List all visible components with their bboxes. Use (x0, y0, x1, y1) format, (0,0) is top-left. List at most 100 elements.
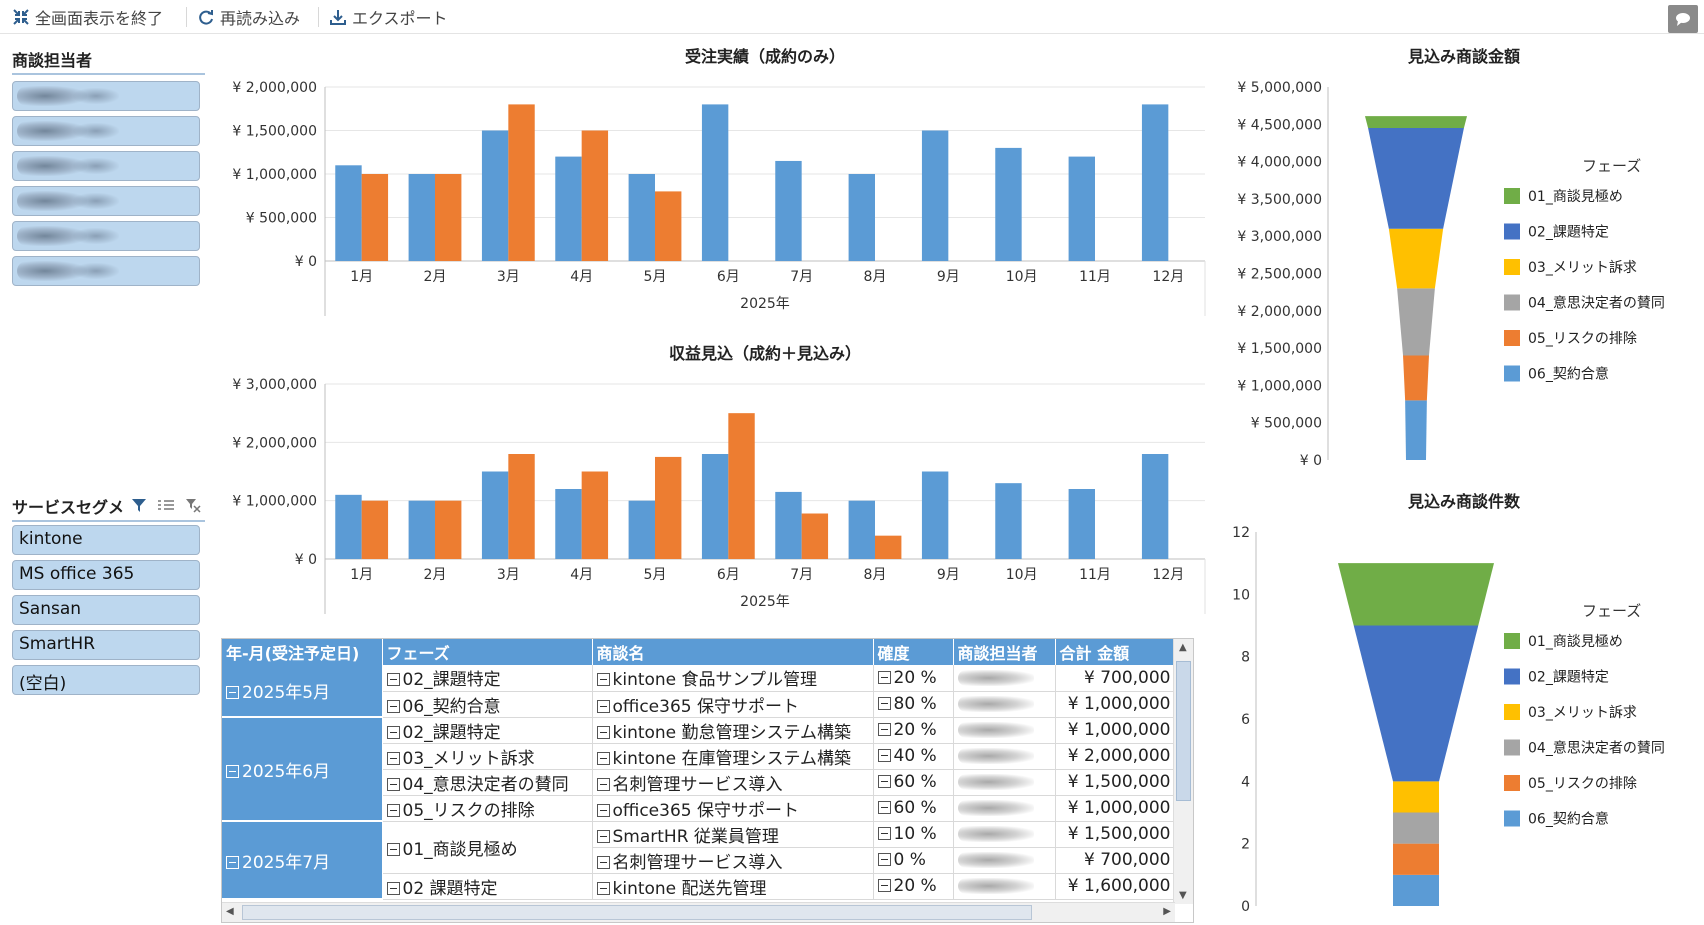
collapse-minus-icon[interactable] (877, 670, 891, 684)
scroll-down-icon[interactable]: ▼ (1179, 890, 1187, 901)
probability-cell[interactable]: 60 % (873, 795, 954, 822)
scroll-right-icon[interactable]: ▶ (1163, 906, 1171, 917)
probability-cell[interactable]: 20 % (873, 665, 954, 692)
slicer-rep-item[interactable] (12, 81, 200, 111)
phase-cell[interactable]: 04_意思決定者の賛同 (382, 769, 593, 796)
deal-name-cell[interactable]: kintone 勤怠管理システム構築 (592, 717, 874, 744)
reload-button[interactable]: 再読み込み (197, 5, 300, 29)
table-row[interactable]: 02 課題特定 kintone 配送先管理 20 % ¥ 1,600,000 (222, 873, 1176, 900)
collapse-minus-icon[interactable] (386, 881, 400, 895)
collapse-minus-icon[interactable] (596, 725, 610, 739)
collapse-minus-icon[interactable] (386, 725, 400, 739)
phase-cell[interactable]: 02_課題特定 (382, 665, 593, 692)
phase-cell[interactable]: 06_契約合意 (382, 691, 593, 718)
table-row[interactable]: 06_契約合意 office365 保守サポート 80 % ¥ 1,000,000 (222, 691, 1176, 718)
slicer-rep-item[interactable] (12, 186, 200, 216)
deal-name-cell[interactable]: 名刺管理サービス導入 (592, 769, 874, 796)
collapse-minus-icon[interactable] (877, 827, 891, 840)
table-row[interactable]: 04_意思決定者の賛同 名刺管理サービス導入 60 % ¥ 1,500,000 (222, 769, 1176, 796)
table-row[interactable]: 2025年7月 01_商談見極め SmartHR 従業員管理 10 % ¥ 1,500,… (222, 821, 1176, 900)
slicer-service-item-office365[interactable]: MS office 365 (12, 560, 200, 590)
collapse-minus-icon[interactable] (596, 881, 610, 895)
scroll-left-icon[interactable]: ◀ (226, 906, 234, 917)
collapse-minus-icon[interactable] (596, 699, 610, 713)
phase-cell[interactable]: 02_課題特定 (382, 717, 593, 744)
comment-button[interactable] (1668, 5, 1698, 33)
slicer-service-item-blank[interactable]: (空白) (12, 665, 200, 695)
collapse-minus-icon[interactable] (877, 775, 891, 788)
probability-cell[interactable]: 40 % (873, 743, 954, 770)
probability-cell[interactable]: 80 % (873, 691, 954, 718)
filter-icon[interactable] (131, 497, 147, 513)
collapse-minus-icon[interactable] (877, 723, 891, 736)
col-header-amount[interactable]: 合計 金額 (1055, 639, 1176, 665)
probability-cell[interactable]: 10 % (873, 821, 954, 848)
collapse-minus-icon[interactable] (596, 751, 610, 765)
phase-cell[interactable]: 02 課題特定 (382, 873, 593, 900)
slicer-service-item-kintone[interactable]: kintone (12, 525, 200, 555)
collapse-minus-icon[interactable] (226, 855, 239, 869)
multi-select-icon[interactable] (157, 497, 175, 513)
collapse-minus-icon[interactable] (226, 686, 239, 699)
collapse-minus-icon[interactable] (596, 673, 610, 687)
vertical-scrollbar[interactable]: ▲ ▼ (1173, 639, 1193, 904)
deal-name-cell[interactable]: kintone 食品サンプル管理 (592, 665, 874, 692)
probability-cell[interactable]: 20 % (873, 717, 954, 744)
exit-fullscreen-button[interactable]: 全画面表示を終了 (12, 5, 163, 29)
collapse-minus-icon[interactable] (386, 673, 400, 687)
collapse-minus-icon[interactable] (386, 699, 400, 713)
scroll-up-icon[interactable]: ▲ (1179, 642, 1187, 653)
collapse-minus-icon[interactable] (386, 803, 400, 817)
deal-name-cell[interactable]: kintone 配送先管理 (592, 873, 874, 900)
slicer-rep-item[interactable] (12, 256, 200, 286)
slicer-rep-item[interactable] (12, 221, 200, 251)
probability-cell[interactable]: 60 % (873, 769, 954, 796)
slicer-rep-item[interactable] (12, 151, 200, 181)
collapse-minus-icon[interactable] (386, 751, 400, 765)
collapse-minus-icon[interactable] (877, 801, 891, 814)
deal-name-cell[interactable]: kintone 在庫管理システム構築 (592, 743, 874, 770)
phase-cell[interactable]: 01_商談見極め (382, 821, 593, 874)
vertical-scroll-thumb[interactable] (1176, 661, 1191, 801)
col-header-month[interactable]: 年-月(受注予定日) (222, 639, 383, 665)
deal-name-cell[interactable]: SmartHR 従業員管理 (592, 821, 874, 848)
horizontal-scroll-thumb[interactable] (242, 905, 1032, 920)
month-group-cell[interactable]: 2025年5月 (222, 665, 383, 718)
table-row[interactable]: 03_メリット訴求 kintone 在庫管理システム構築 40 % ¥ 2,000,0… (222, 743, 1176, 770)
export-button[interactable]: エクスポート (329, 5, 448, 29)
phase-cell[interactable]: 03_メリット訴求 (382, 743, 593, 770)
col-header-phase[interactable]: フェーズ (382, 639, 593, 665)
slicer-service-item-smarthr[interactable]: SmartHR (12, 630, 200, 660)
collapse-minus-icon[interactable] (386, 777, 400, 791)
collapse-minus-icon[interactable] (877, 853, 891, 866)
horizontal-scrollbar[interactable]: ◀ ▶ (222, 902, 1175, 922)
probability-cell[interactable]: 20 % (873, 873, 954, 900)
col-header-deal-name[interactable]: 商談名 (592, 639, 874, 665)
month-group-cell[interactable]: 2025年7月 (222, 821, 383, 900)
collapse-minus-icon[interactable] (226, 764, 239, 778)
collapse-minus-icon[interactable] (386, 842, 400, 856)
col-header-rep[interactable]: 商談担当者 (953, 639, 1056, 665)
collapse-minus-icon[interactable] (596, 855, 610, 869)
collapse-minus-icon[interactable] (596, 829, 610, 843)
collapse-minus-icon[interactable] (596, 777, 610, 791)
probability-label: 20 % (893, 720, 937, 740)
table-row[interactable]: 2025年5月 02_課題特定 kintone 食品サンプル管理 20 % ¥ 700,… (222, 665, 1176, 718)
slicer-service-item-sansan[interactable]: Sansan (12, 595, 200, 625)
slicer-rep-item[interactable] (12, 116, 200, 146)
collapse-minus-icon[interactable] (877, 697, 891, 710)
collapse-minus-icon[interactable] (596, 803, 610, 817)
deal-name-cell[interactable]: 名刺管理サービス導入 (592, 847, 874, 874)
collapse-minus-icon[interactable] (877, 879, 891, 892)
table-row[interactable]: 2025年6月 02_課題特定 kintone 勤怠管理システム構築 20 % ¥ 1,… (222, 717, 1176, 822)
month-group-cell[interactable]: 2025年6月 (222, 717, 383, 822)
table-row[interactable]: 05_リスクの排除 office365 保守サポート 60 % ¥ 1,000,000 (222, 795, 1176, 822)
collapse-minus-icon[interactable] (877, 749, 891, 762)
col-header-probability[interactable]: 確度 (873, 639, 954, 665)
deal-name-cell[interactable]: office365 保守サポート (592, 795, 874, 822)
clear-filter-icon[interactable] (185, 497, 201, 513)
phase-cell[interactable]: 05_リスクの排除 (382, 795, 593, 822)
table-row[interactable]: 名刺管理サービス導入 0 % ¥ 700,000 (222, 847, 1176, 874)
probability-cell[interactable]: 0 % (873, 847, 954, 874)
deal-name-cell[interactable]: office365 保守サポート (592, 691, 874, 718)
